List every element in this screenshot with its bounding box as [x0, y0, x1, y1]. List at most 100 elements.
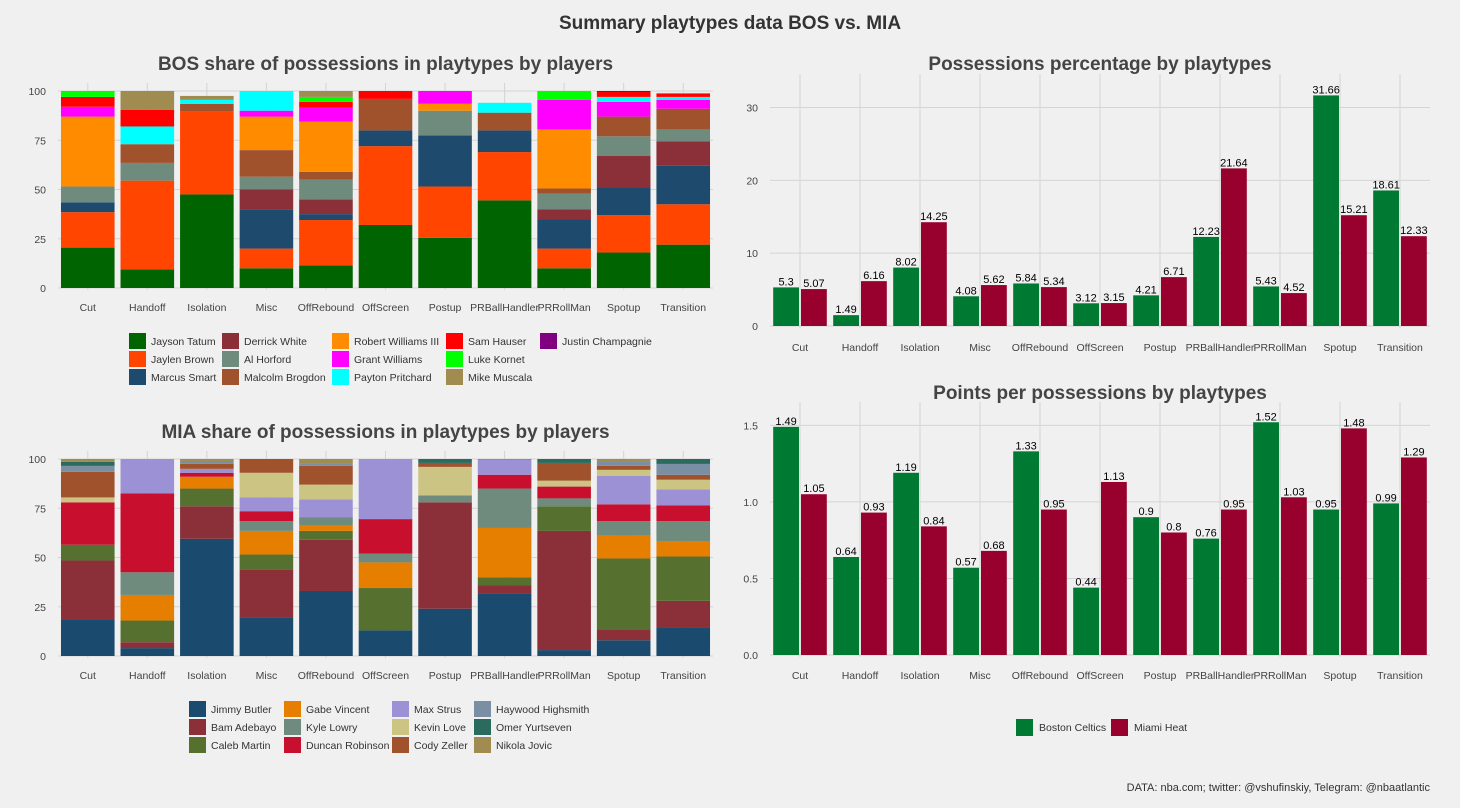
data-label: 0.95	[1223, 499, 1244, 511]
data-label: 1.33	[1015, 440, 1036, 452]
data-label: 21.64	[1220, 157, 1248, 169]
bar-segment	[299, 524, 353, 531]
legend-label: Payton Pritchard	[354, 372, 432, 384]
legend-swatch	[446, 333, 463, 349]
data-label: 8.02	[895, 257, 916, 269]
data-label: 15.21	[1340, 204, 1368, 216]
bar	[1193, 236, 1219, 326]
x-tick-label: OffRebound	[298, 302, 355, 314]
legend-swatch	[392, 737, 409, 753]
x-tick-label: Postup	[429, 302, 462, 314]
x-tick-label: Cut	[80, 670, 96, 682]
data-label: 5.34	[1043, 276, 1064, 288]
data-label: 0.84	[923, 515, 944, 527]
data-label: 0.95	[1315, 499, 1336, 511]
legend-swatch	[540, 333, 557, 349]
bar-segment	[596, 187, 651, 216]
bar-segment	[60, 91, 115, 97]
bar-segment	[477, 152, 532, 201]
data-label: 1.48	[1343, 417, 1364, 429]
x-tick-label: Cut	[792, 670, 808, 682]
data-label: 4.08	[955, 285, 976, 297]
bar-segment	[596, 136, 651, 157]
y-tick-label: 0	[752, 321, 758, 333]
x-tick-label: OffScreen	[362, 670, 409, 682]
data-label: 0.68	[983, 540, 1004, 552]
bar	[1041, 509, 1067, 655]
bar	[921, 222, 947, 326]
bar-segment	[596, 215, 651, 253]
bar-segment	[537, 219, 591, 249]
x-tick-label: Spotup	[1323, 342, 1356, 354]
legend-label: Al Horford	[244, 354, 291, 366]
bar-segment	[477, 102, 532, 113]
x-tick-label: OffRebound	[1012, 342, 1069, 354]
y-tick-label: 0	[40, 651, 46, 663]
bar-segment	[537, 129, 591, 189]
legend-label: Mike Muscala	[468, 372, 532, 384]
data-label: 14.25	[920, 211, 948, 223]
data-label: 1.05	[803, 483, 824, 495]
bar-segment	[299, 499, 353, 518]
bar-segment	[180, 488, 234, 507]
bar-segment	[60, 96, 115, 107]
bar-segment	[656, 474, 711, 480]
chart-title: Possessions percentage by playtypes	[928, 54, 1271, 75]
y-tick-label: 20	[746, 175, 758, 187]
bar-segment	[60, 459, 115, 462]
legend-swatch	[129, 369, 146, 385]
bar-segment	[60, 212, 115, 248]
bar-segment	[596, 459, 651, 462]
legend-swatch	[474, 719, 491, 735]
legend-swatch	[446, 369, 463, 385]
bar-segment	[596, 101, 651, 117]
mia-players-legend: Jimmy Butler Bam Adebayo Caleb Martin Gabe …	[189, 701, 590, 753]
bar	[921, 526, 947, 655]
x-tick-label: OffRebound	[298, 670, 355, 682]
x-tick-label: Spotup	[1323, 670, 1356, 682]
data-label: 31.66	[1312, 84, 1340, 96]
bar-segment	[60, 544, 115, 561]
legend-label: Justin Champagnie	[562, 336, 652, 348]
legend-label: Sam Hauser	[468, 336, 527, 348]
bar-segment	[299, 179, 353, 200]
bar-segment	[120, 459, 175, 494]
bar	[1281, 497, 1307, 655]
x-tick-label: OffScreen	[1076, 670, 1123, 682]
bar-segment	[239, 248, 294, 269]
bar	[861, 512, 887, 655]
bar-segment	[596, 535, 651, 559]
legend-label: Duncan Robinson	[306, 740, 390, 752]
x-tick-label: PRRollMan	[538, 302, 591, 314]
x-tick-label: PRBallHandler	[1186, 670, 1255, 682]
x-tick-label: Transition	[660, 670, 706, 682]
x-tick-label: Cut	[80, 302, 96, 314]
data-label: 5.07	[803, 278, 824, 290]
bar-segment	[477, 527, 532, 578]
x-tick-label: Handoff	[129, 670, 166, 682]
legend-swatch	[1111, 719, 1128, 736]
legend-label: Grant Williams	[354, 354, 422, 366]
bar-segment	[299, 459, 353, 464]
bar-segment	[358, 630, 413, 656]
bar	[1373, 503, 1399, 655]
x-tick-label: Handoff	[842, 342, 879, 354]
legend-label: Nikola Jovic	[496, 740, 552, 752]
bar-segment	[60, 202, 115, 213]
data-label: 0.8	[1166, 522, 1181, 534]
bar-segment	[120, 620, 175, 643]
data-label: 5.43	[1255, 275, 1276, 287]
x-tick-label: PRRollMan	[1253, 670, 1306, 682]
bos-players-legend: Jayson Tatum Jaylen Brown Marcus Smart Derr…	[129, 333, 652, 385]
legend-label: Malcolm Brogdon	[244, 372, 326, 384]
bar-segment	[358, 562, 413, 589]
data-label: 5.84	[1015, 272, 1036, 284]
bar	[861, 281, 887, 326]
bar-segment	[477, 577, 532, 586]
bar-segment	[358, 91, 413, 99]
bos-share-chart: BOS share of possessions in playtypes by…	[28, 54, 713, 314]
x-tick-label: Transition	[1377, 342, 1423, 354]
bar-segment	[239, 268, 294, 288]
possessions-percentage-chart: Possessions percentage by playtypes 0 10 20…	[746, 54, 1430, 354]
